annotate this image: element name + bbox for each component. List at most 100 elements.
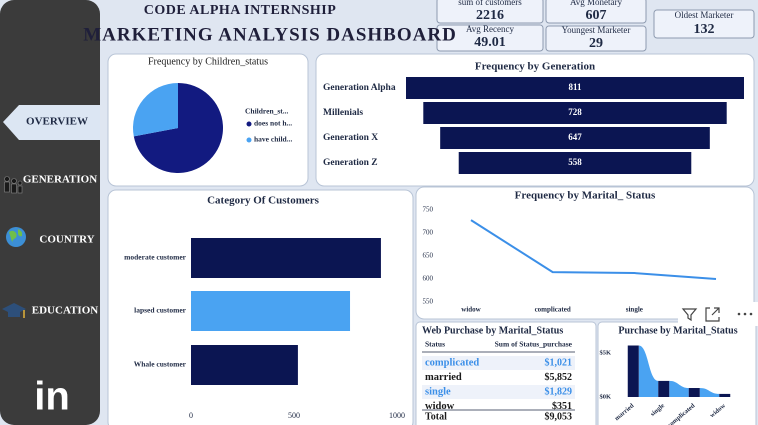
y-tick-label: $5K [599, 349, 611, 356]
line [470, 219, 717, 280]
table-cell: $351 [552, 401, 572, 412]
x-tick-label: 0 [189, 411, 193, 420]
marital-panel [415, 186, 755, 320]
y-tick-label: 700 [423, 229, 434, 237]
table-cell: single [425, 386, 451, 397]
ribbon [699, 388, 720, 397]
data-label: 728 [568, 107, 582, 117]
funnel-bar [458, 152, 692, 174]
table-total: $9,053 [545, 411, 573, 422]
column-header: Status [425, 340, 445, 349]
legend-title: Children_st... [245, 107, 289, 116]
nav-item[interactable]: OVERVIEW [26, 116, 88, 128]
data-label: 647 [568, 132, 582, 142]
legend-label: does not h... [254, 119, 292, 128]
category-label: lapsed customer [134, 306, 187, 315]
ribbon-bar [627, 345, 639, 397]
y-tick-label: $0K [599, 393, 611, 400]
funnel-bar [406, 77, 744, 99]
nav-item[interactable]: COUNTRY [39, 234, 94, 246]
column-header: Sum of Status_purchase [495, 340, 573, 349]
table-cell: widow [425, 401, 455, 412]
funnel-bar [423, 102, 727, 124]
generation-icon [4, 176, 23, 194]
table-title: Web Purchase by Marital_Status [422, 325, 563, 336]
kpi-label: Oldest Marketer [675, 10, 734, 20]
bar [191, 238, 381, 278]
chart-title: Purchase by Marital_Status [618, 325, 737, 336]
focus-button[interactable] [705, 307, 720, 322]
row-band [422, 356, 575, 370]
chart-title: Frequency by Children_status [148, 56, 268, 67]
kpi-value: 49.01 [474, 35, 506, 50]
funnel-bar [440, 127, 710, 149]
category-label: Millenials [323, 108, 363, 118]
pie-slice [133, 83, 178, 137]
y-tick-label: 650 [423, 252, 434, 260]
dashboard-title: MARKETING ANALYSIS DASHBOARD [83, 24, 457, 45]
kpi-label: Avg Recency [466, 24, 515, 34]
kpi-card [545, 0, 647, 24]
filter-button[interactable] [681, 308, 698, 322]
kpi-value: 29 [589, 36, 603, 51]
data-label: 558 [568, 157, 582, 167]
y-tick-label: 550 [423, 298, 434, 306]
chart-title: Frequency by Marital_ Status [515, 190, 656, 202]
total-band [422, 410, 575, 425]
education-icon [2, 303, 26, 318]
ribbon-bar [719, 393, 731, 397]
kpi-card [653, 9, 755, 39]
ribbon-bar [688, 388, 700, 397]
kpi-label: sum of customers [458, 0, 522, 7]
legend-marker [246, 137, 252, 143]
row-band [422, 385, 575, 399]
x-tick-label: 500 [288, 411, 300, 420]
table-total: Total [425, 411, 447, 422]
pie-slice [133, 83, 223, 174]
kpi-label: Youngest Marketer [562, 25, 631, 35]
kpi-card [436, 0, 544, 24]
active-tab[interactable] [3, 105, 100, 140]
ribbon [638, 345, 659, 397]
linkedin-logo: in [34, 375, 70, 419]
kpi-card [436, 24, 544, 52]
more-button[interactable] [737, 312, 753, 316]
y-tick-label: 750 [423, 206, 434, 214]
y-tick-label: 600 [423, 275, 434, 283]
kpi-value: 2216 [476, 8, 504, 23]
nav-item[interactable]: EDUCATION [32, 305, 98, 317]
visual-toolbar [678, 302, 758, 326]
org-title: CODE ALPHA INTERNSHIP [144, 3, 337, 18]
nav-item[interactable]: GENERATION [23, 174, 97, 186]
kpi-value: 132 [694, 22, 715, 37]
category-label: Generation Alpha [323, 83, 396, 93]
data-label: 811 [568, 82, 582, 92]
bar [191, 345, 298, 385]
ribbon [669, 380, 689, 397]
sidebar [0, 0, 100, 425]
legend-marker [246, 121, 252, 127]
table-panel [415, 321, 597, 425]
bar [191, 291, 351, 331]
table-cell: $1,021 [545, 357, 573, 368]
chart-title: Category Of Customers [207, 195, 320, 207]
ribbon-bar [658, 380, 670, 397]
legend-label: have child... [254, 135, 292, 144]
kpi-value: 607 [586, 8, 607, 23]
x-tick-label: single [626, 306, 643, 314]
table-cell: $1,829 [545, 386, 573, 397]
country-icon [6, 227, 26, 247]
category-label: Generation X [323, 133, 378, 143]
kpi-label: Avg Monetary [570, 0, 623, 7]
x-tick-label: complicated [535, 306, 571, 314]
category-label: Generation Z [323, 158, 378, 168]
category-label: Whale customer [134, 360, 187, 369]
x-tick-label: 1000 [389, 411, 405, 420]
chart-title: Frequency by Generation [475, 61, 595, 73]
category-label: moderate customer [124, 253, 187, 262]
table-cell: married [425, 372, 462, 383]
table-cell: $5,852 [545, 372, 573, 383]
x-tick-label: widow [461, 306, 481, 314]
